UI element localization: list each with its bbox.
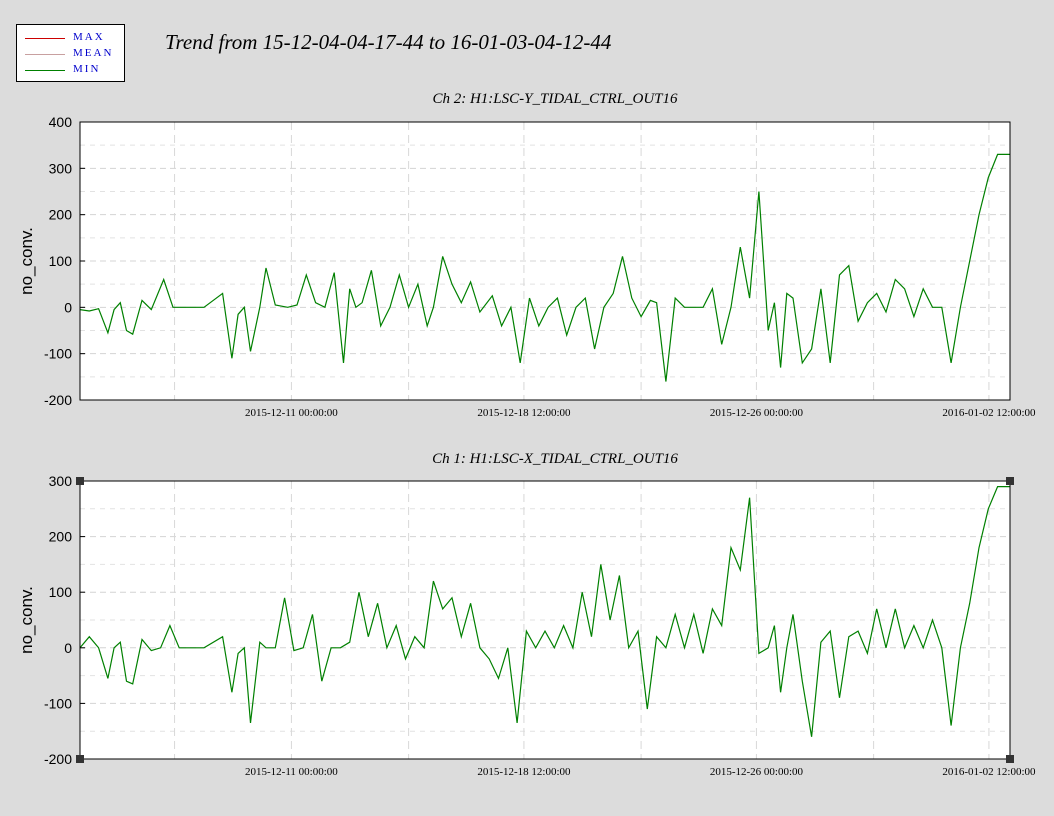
ch2-xtick-label: 2015-12-18 12:00:00: [477, 407, 571, 419]
legend-box: MAX MEAN MIN: [16, 24, 125, 82]
ch2-ytick-label: 200: [49, 207, 73, 223]
ch1-ylabel: no_conv.: [17, 586, 36, 654]
ch2-ytick-label: 400: [49, 114, 73, 130]
ch1-series-min: [79, 486, 1010, 737]
legend-label-min: MIN: [73, 63, 101, 75]
legend-label-mean: MEAN: [73, 47, 114, 59]
ch2-ylabel: no_conv.: [17, 227, 36, 295]
ch2-ytick-label: 100: [49, 253, 73, 269]
ch1-plot-frame: [79, 480, 1011, 760]
ch2-ytick-label: 0: [64, 299, 72, 315]
legend-item-mean: MEAN: [17, 47, 124, 61]
ch1-xtick-label: 2015-12-11 00:00:00: [245, 766, 338, 778]
main-title: Trend from 15-12-04-04-17-44 to 16-01-03…: [165, 30, 612, 54]
ch2-ytick-label: 300: [49, 160, 73, 176]
legend-item-min: MIN: [17, 63, 124, 77]
ch1-corner-handle: [1006, 477, 1014, 485]
ch1-xtick-label: 2015-12-18 12:00:00: [477, 766, 571, 778]
legend-label-max: MAX: [73, 31, 105, 43]
ch1-xtick-label: 2015-12-26 00:00:00: [710, 766, 804, 778]
legend-item-max: MAX: [17, 31, 124, 45]
legend-swatch-mean: [25, 54, 65, 55]
legend-swatch-min: [25, 70, 65, 71]
ch1-corner-handle: [1006, 755, 1014, 763]
ch1-ytick-label: -100: [44, 695, 72, 711]
ch2-series-min: [79, 153, 1010, 382]
ch2-ytick-label: -200: [44, 392, 72, 408]
ch1-ytick-label: -200: [44, 751, 72, 767]
ch1-xtick-label: 2016-01-02 12:00:00: [942, 766, 1036, 778]
ch1-ytick-label: 0: [64, 640, 72, 656]
ch2-xtick-label: 2015-12-11 00:00:00: [245, 407, 338, 419]
ch2-ytick-label: -100: [44, 346, 72, 362]
ch1-panel-title: Ch 1: H1:LSC-X_TIDAL_CTRL_OUT16: [432, 451, 678, 467]
ch1-ytick-label: 200: [49, 529, 73, 545]
ch1-corner-handle: [76, 755, 84, 763]
legend-swatch-max: [25, 38, 65, 39]
ch1-corner-handle: [76, 477, 84, 485]
ch2-xtick-label: 2015-12-26 00:00:00: [710, 407, 804, 419]
ch2-xtick-label: 2016-01-02 12:00:00: [942, 407, 1036, 419]
ch1-ytick-label: 100: [49, 584, 73, 600]
ch2-panel-title: Ch 2: H1:LSC-Y_TIDAL_CTRL_OUT16: [432, 91, 678, 107]
ch1-ytick-label: 300: [49, 473, 73, 489]
